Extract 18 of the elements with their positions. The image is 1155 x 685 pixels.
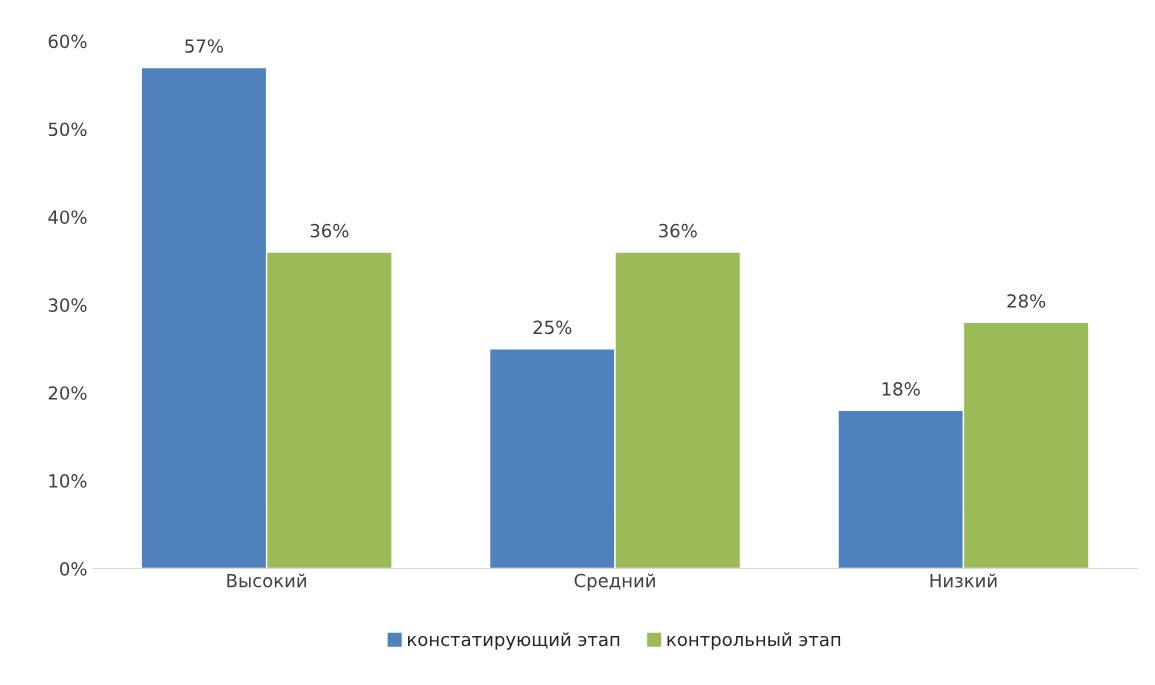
data-label: 28% — [1007, 294, 1046, 308]
data-label: 18% — [882, 382, 920, 396]
data-label: 57% — [185, 39, 223, 53]
data-label: 36% — [659, 223, 697, 238]
x-tick-label: Низкий — [930, 573, 997, 588]
x-tick-label: Средний — [574, 573, 655, 591]
y-tick-label: 0% — [60, 562, 87, 576]
legend-label: констатирующий этап — [408, 632, 620, 650]
y-tick-label: 40% — [48, 210, 87, 225]
y-tick-label: 10% — [49, 474, 87, 488]
y-tick-label: 60% — [48, 34, 87, 49]
data-label: 36% — [310, 223, 349, 238]
x-tick-label: Высокий — [227, 573, 306, 588]
legend-label: контрольный этап — [667, 632, 841, 650]
y-tick-label: 50% — [48, 122, 87, 137]
y-tick-label: 30% — [48, 298, 87, 312]
data-label: 25% — [533, 320, 572, 335]
y-tick-label: 20% — [48, 386, 87, 400]
